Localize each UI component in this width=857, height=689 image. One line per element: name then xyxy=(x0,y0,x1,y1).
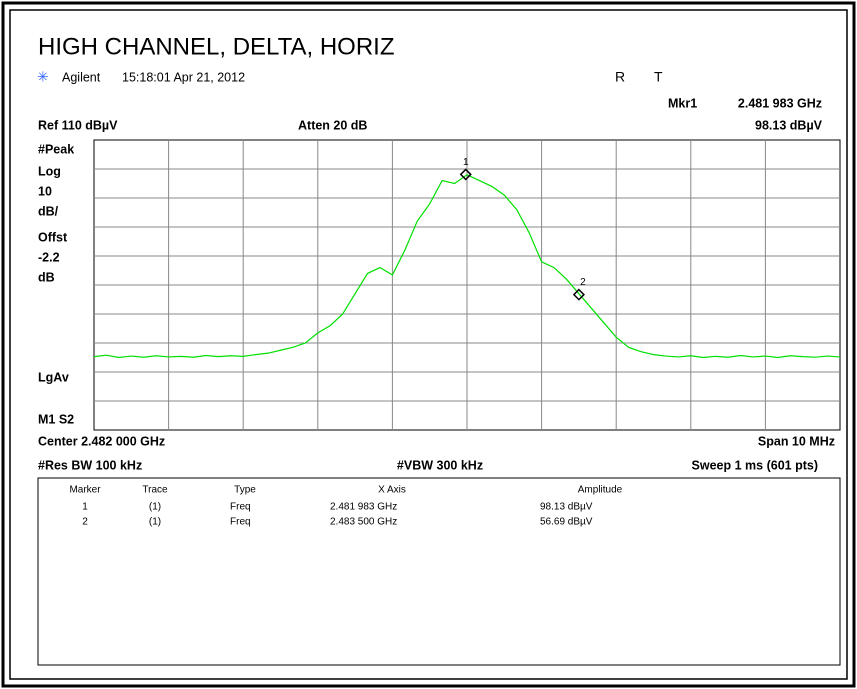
table-cell: 56.69 dBµV xyxy=(540,517,593,528)
logo: ✳ xyxy=(37,69,49,85)
table-cell: 2.481 983 GHz xyxy=(330,502,397,513)
vbw: #VBW 300 kHz xyxy=(397,458,483,472)
brand: Agilent xyxy=(62,70,101,84)
side-label: -2.2 xyxy=(38,250,60,264)
title: HIGH CHANNEL, DELTA, HORIZ xyxy=(38,33,394,60)
table-cell: 2 xyxy=(82,517,88,528)
marker-table xyxy=(37,477,841,666)
marker-amplitude: 98.13 dBµV xyxy=(755,118,823,132)
inner-frame xyxy=(9,9,848,680)
side-label: Offst xyxy=(38,230,68,244)
table-cell: Freq xyxy=(230,502,251,513)
table-header: X Axis xyxy=(378,485,406,496)
ref-level: Ref 110 dBµV xyxy=(38,118,118,132)
table-header: Marker xyxy=(69,485,101,496)
timestamp: 15:18:01 Apr 21, 2012 xyxy=(122,70,245,84)
side-label: #Peak xyxy=(38,142,74,156)
side-label: dB xyxy=(38,270,55,284)
table-cell: (1) xyxy=(149,517,161,528)
status: R xyxy=(615,69,625,85)
table-cell: 1 xyxy=(82,502,88,513)
table-header: Trace xyxy=(142,485,168,496)
center: Center 2.482 000 GHz xyxy=(38,434,165,448)
table-cell: 2.483 500 GHz xyxy=(330,517,397,528)
span: Span 10 MHz xyxy=(758,434,835,448)
side-label: M1 S2 xyxy=(38,412,74,426)
marker-number: 2 xyxy=(580,277,586,288)
side-label: Log xyxy=(38,164,61,178)
marker-label: Mkr1 xyxy=(668,96,697,110)
table-cell: (1) xyxy=(149,502,161,513)
side-label: LgAv xyxy=(38,370,69,384)
trace xyxy=(93,174,841,359)
table-header: Amplitude xyxy=(578,485,623,496)
marker-freq: 2.481 983 GHz xyxy=(738,96,822,110)
marker-number: 1 xyxy=(463,157,469,168)
rbw: #Res BW 100 kHz xyxy=(38,458,142,472)
sweep: Sweep 1 ms (601 pts) xyxy=(692,458,818,472)
side-label: 10 xyxy=(38,184,52,198)
table-cell: Freq xyxy=(230,517,251,528)
marker xyxy=(572,288,585,301)
marker xyxy=(459,168,472,181)
table-header: Type xyxy=(234,485,256,496)
status: T xyxy=(654,69,663,85)
side-label: dB/ xyxy=(38,204,59,218)
table-cell: 98.13 dBµV xyxy=(540,502,593,513)
atten: Atten 20 dB xyxy=(298,118,367,132)
